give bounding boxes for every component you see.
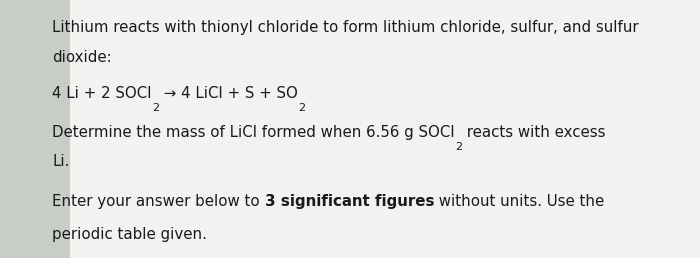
- Text: 2: 2: [298, 103, 305, 113]
- Text: 3 significant figures: 3 significant figures: [265, 194, 435, 209]
- Text: without units. Use the: without units. Use the: [435, 194, 605, 209]
- Text: Enter your answer below to: Enter your answer below to: [52, 194, 265, 209]
- Text: 2: 2: [152, 103, 159, 113]
- Text: 2: 2: [455, 142, 462, 152]
- Text: Lithium reacts with thionyl chloride to form lithium chloride, sulfur, and sulfu: Lithium reacts with thionyl chloride to …: [52, 20, 639, 35]
- Text: → 4 LiCl + S + SO: → 4 LiCl + S + SO: [159, 86, 298, 101]
- Text: Li.: Li.: [52, 154, 70, 170]
- Text: dioxide:: dioxide:: [52, 50, 112, 65]
- FancyBboxPatch shape: [70, 0, 700, 258]
- Text: Determine the mass of LiCl formed when 6.56 g SOCl: Determine the mass of LiCl formed when 6…: [52, 125, 455, 140]
- Text: reacts with excess: reacts with excess: [462, 125, 606, 140]
- Text: periodic table given.: periodic table given.: [52, 227, 207, 242]
- Text: 4 Li + 2 SOCl: 4 Li + 2 SOCl: [52, 86, 152, 101]
